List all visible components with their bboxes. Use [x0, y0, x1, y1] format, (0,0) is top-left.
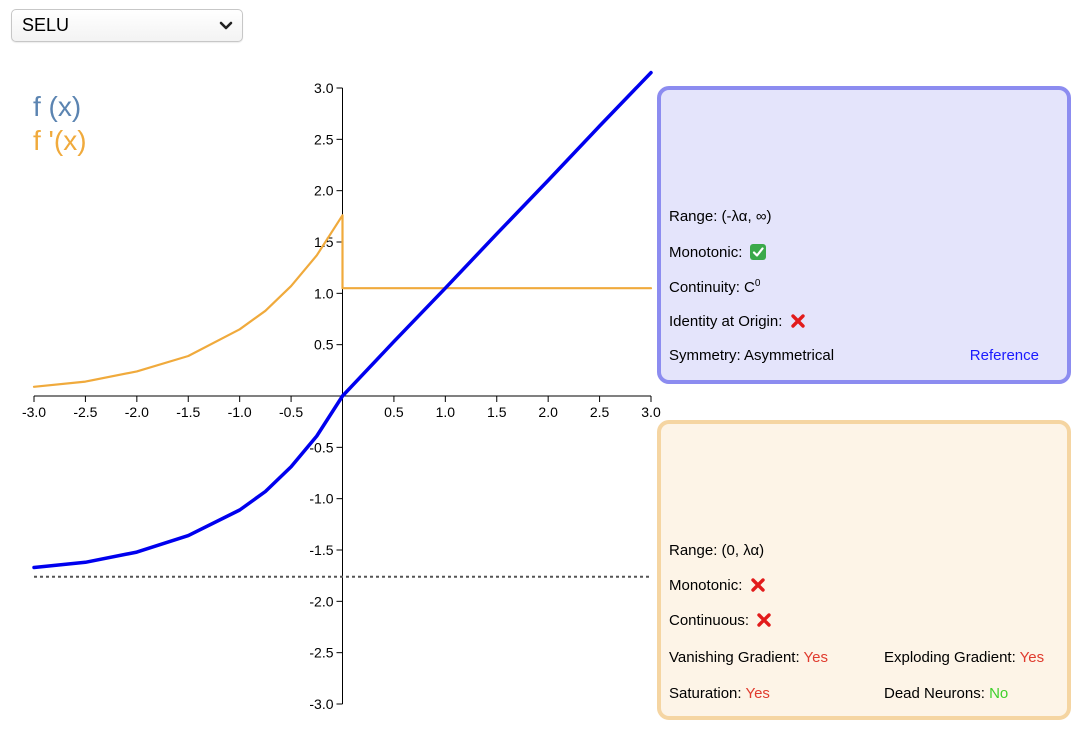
- y-tick-label: -2.0: [309, 593, 333, 609]
- legend-derivative: f '(x): [33, 125, 87, 156]
- x-tick-label: 0.5: [384, 404, 404, 420]
- x-tick-label: -3.0: [22, 404, 46, 420]
- fn-continuity-value: C: [744, 279, 755, 296]
- y-tick-label: -2.5: [309, 645, 333, 661]
- deriv-monotonic-label: Monotonic:: [669, 577, 747, 594]
- y-tick-label: -0.5: [309, 439, 333, 455]
- y-tick-label: 3.0: [314, 80, 334, 96]
- deriv-dead-label: Dead Neurons:: [884, 685, 990, 702]
- x-tick-label: 2.5: [590, 404, 610, 420]
- fn-continuity-row: Continuity: C0: [669, 278, 760, 296]
- deriv-exploding-label: Exploding Gradient:: [884, 649, 1020, 666]
- y-tick-label: 0.5: [314, 337, 334, 353]
- fn-symmetry-label: Symmetry:: [669, 347, 745, 364]
- deriv-exploding-value: Yes: [1019, 649, 1045, 666]
- fn-identity-row: Identity at Origin:: [669, 313, 806, 330]
- deriv-saturation-label: Saturation:: [669, 685, 746, 702]
- deriv-monotonic-row: Monotonic:: [669, 577, 766, 594]
- fn-monotonic-label: Monotonic:: [669, 244, 747, 261]
- fn-range-value: (-λα, ∞): [721, 208, 772, 225]
- x-tick-label: -0.5: [279, 404, 303, 420]
- derivative-line: [32, 214, 653, 388]
- x-tick-label: -2.5: [73, 404, 97, 420]
- deriv-exploding-row: Exploding Gradient: Yes: [884, 649, 1044, 666]
- y-tick-label: -1.0: [309, 491, 333, 507]
- cross-icon: [790, 314, 805, 328]
- x-tick-label: -1.0: [228, 404, 252, 420]
- fn-identity-label: Identity at Origin:: [669, 313, 787, 330]
- function-line: [32, 70, 653, 570]
- deriv-continuous-row: Continuous:: [669, 612, 772, 629]
- derivative-properties-panel: Range: (0, λα) Monotonic: Continuous: Va…: [657, 420, 1071, 720]
- x-tick-label: 1.5: [487, 404, 507, 420]
- deriv-vanishing-value: Yes: [803, 649, 829, 666]
- chevron-down-icon: [219, 21, 233, 30]
- fn-range-row: Range: (-λα, ∞): [669, 208, 772, 225]
- cross-icon: [757, 613, 771, 627]
- function-properties-panel: Range: (-λα, ∞) Monotonic: Continuity: C…: [657, 86, 1071, 384]
- deriv-saturation-row: Saturation: Yes: [669, 685, 770, 702]
- cross-icon: [750, 578, 765, 592]
- deriv-dead-value: No: [989, 685, 1009, 702]
- deriv-dead-row: Dead Neurons: No: [884, 685, 1008, 702]
- activation-select-value: SELU: [22, 15, 70, 35]
- deriv-range-value: (0, λα): [721, 542, 765, 559]
- x-tick-label: 1.0: [436, 404, 456, 420]
- fn-symmetry-row: Symmetry: Asymmetrical: [669, 347, 834, 364]
- fn-range-label: Range:: [669, 208, 722, 225]
- check-icon: [749, 244, 766, 260]
- deriv-saturation-value: Yes: [745, 685, 770, 702]
- deriv-continuous-label: Continuous:: [669, 612, 754, 629]
- fn-continuity-sup: 0: [754, 278, 761, 289]
- series-lines: [32, 70, 653, 578]
- y-tick-label: 2.5: [314, 131, 334, 147]
- fn-continuity-label: Continuity:: [669, 279, 745, 296]
- x-tick-label: 2.0: [538, 404, 558, 420]
- activation-select[interactable]: SELU: [11, 9, 243, 42]
- deriv-vanishing-label: Vanishing Gradient:: [669, 649, 804, 666]
- deriv-vanishing-row: Vanishing Gradient: Yes: [669, 649, 828, 666]
- x-tick-label: -2.0: [125, 404, 149, 420]
- y-tick-label: -3.0: [309, 696, 333, 712]
- y-tick-label: 1.0: [314, 285, 334, 301]
- fn-monotonic-row: Monotonic:: [669, 244, 766, 261]
- x-tick-label: -1.5: [176, 404, 200, 420]
- deriv-range-row: Range: (0, λα): [669, 542, 764, 559]
- y-tick-label: 2.0: [314, 183, 334, 199]
- x-tick-label: 3.0: [641, 404, 661, 420]
- y-tick-label: 1.5: [314, 234, 334, 250]
- deriv-range-label: Range:: [669, 542, 722, 559]
- fn-symmetry-value: Asymmetrical: [744, 347, 835, 364]
- legend-function: f (x): [33, 91, 82, 122]
- y-tick-label: -1.5: [309, 542, 333, 558]
- reference-link[interactable]: Reference: [969, 347, 1039, 364]
